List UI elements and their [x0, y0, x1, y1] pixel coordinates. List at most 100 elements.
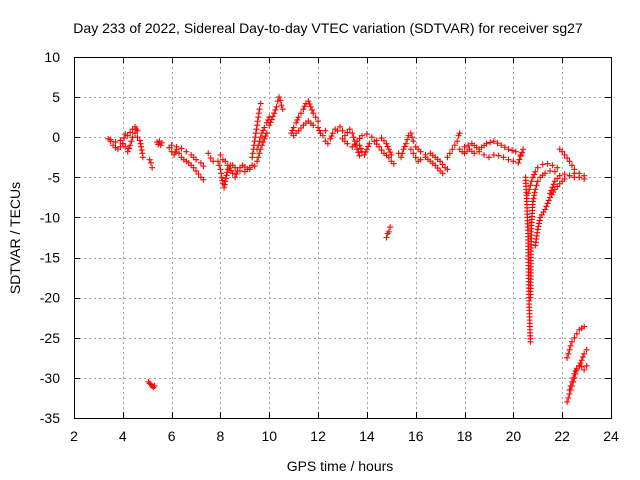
data-point — [137, 140, 144, 147]
data-point — [195, 171, 202, 178]
data-point — [387, 224, 394, 231]
data-point — [456, 130, 463, 137]
data-point — [319, 132, 326, 139]
data-point — [437, 158, 444, 165]
data-point — [444, 166, 451, 173]
data-point — [223, 172, 230, 179]
data-point — [376, 143, 383, 150]
x-tick-label: 14 — [359, 428, 375, 444]
data-point — [290, 124, 297, 131]
data-point — [528, 178, 535, 185]
data-point — [495, 152, 502, 159]
data-point — [385, 154, 392, 161]
data-point — [385, 228, 392, 235]
data-point — [531, 192, 538, 199]
data-point — [357, 145, 364, 152]
data-point — [407, 130, 414, 137]
data-point — [350, 134, 357, 141]
data-point — [505, 156, 512, 163]
data-point — [315, 124, 322, 131]
data-point — [346, 126, 353, 133]
data-point — [224, 169, 231, 176]
y-tick-label: -10 — [40, 209, 60, 225]
data-point — [387, 149, 394, 156]
data-point — [107, 136, 114, 143]
data-point — [362, 149, 369, 156]
y-tick-label: -25 — [40, 330, 60, 346]
data-point — [510, 158, 517, 165]
data-point — [355, 149, 362, 156]
data-point — [124, 148, 131, 155]
data-point — [316, 127, 323, 134]
data-point — [344, 129, 351, 136]
x-axis-label: GPS time / hours — [287, 458, 394, 474]
data-point — [218, 170, 225, 177]
data-point — [543, 203, 550, 210]
data-point — [566, 386, 573, 393]
data-point — [254, 122, 261, 129]
data-point — [216, 162, 223, 169]
data-point — [567, 382, 574, 389]
data-point — [471, 150, 478, 157]
data-point — [481, 151, 488, 158]
data-point — [124, 132, 131, 139]
data-point — [578, 357, 585, 364]
data-point — [363, 146, 370, 153]
data-point — [568, 162, 575, 169]
data-point — [308, 106, 315, 113]
data-point — [483, 140, 490, 147]
data-point — [565, 350, 572, 357]
data-point — [465, 142, 472, 149]
data-point — [168, 142, 175, 149]
data-point — [305, 98, 312, 105]
data-point — [517, 151, 524, 158]
data-point — [279, 106, 286, 113]
data-point — [490, 138, 497, 145]
data-point — [578, 363, 585, 370]
data-point — [200, 176, 207, 183]
data-point — [139, 154, 146, 161]
data-point — [253, 126, 260, 133]
data-point — [516, 156, 523, 163]
data-point — [356, 142, 363, 149]
data-point — [390, 160, 397, 167]
data-point — [549, 184, 556, 191]
data-point — [293, 119, 300, 126]
data-point — [529, 174, 536, 181]
data-point — [246, 166, 253, 173]
data-point — [267, 119, 274, 126]
data-point — [307, 103, 314, 110]
data-point — [310, 110, 317, 117]
data-point — [354, 146, 361, 153]
data-point — [337, 123, 344, 130]
data-point — [583, 362, 590, 369]
data-point — [112, 139, 119, 146]
data-point — [260, 127, 267, 134]
data-point — [400, 146, 407, 153]
y-tick-label: -20 — [40, 290, 60, 306]
data-point — [136, 137, 143, 144]
data-point — [138, 147, 145, 154]
axes: 2 4 6 8 10 12 14 16 18 20 22 24-35-30-25-20-15-10-5… — [40, 49, 619, 444]
data-point — [571, 370, 578, 377]
data-point — [583, 346, 590, 353]
plot-frame — [74, 57, 612, 419]
data-point — [252, 130, 259, 137]
x-tick-label: 12 — [310, 428, 326, 444]
data-point — [577, 360, 584, 367]
data-point — [581, 366, 588, 373]
data-point — [271, 110, 278, 117]
data-point — [532, 186, 539, 193]
data-point — [404, 136, 411, 143]
x-tick-label: 20 — [506, 428, 522, 444]
data-point — [487, 139, 494, 146]
data-point — [366, 140, 373, 147]
data-point — [361, 151, 368, 158]
data-point — [564, 354, 571, 361]
data-point — [410, 150, 417, 157]
data-point — [527, 338, 534, 345]
data-point — [310, 122, 317, 129]
data-point — [534, 178, 541, 185]
data-point — [439, 161, 446, 168]
